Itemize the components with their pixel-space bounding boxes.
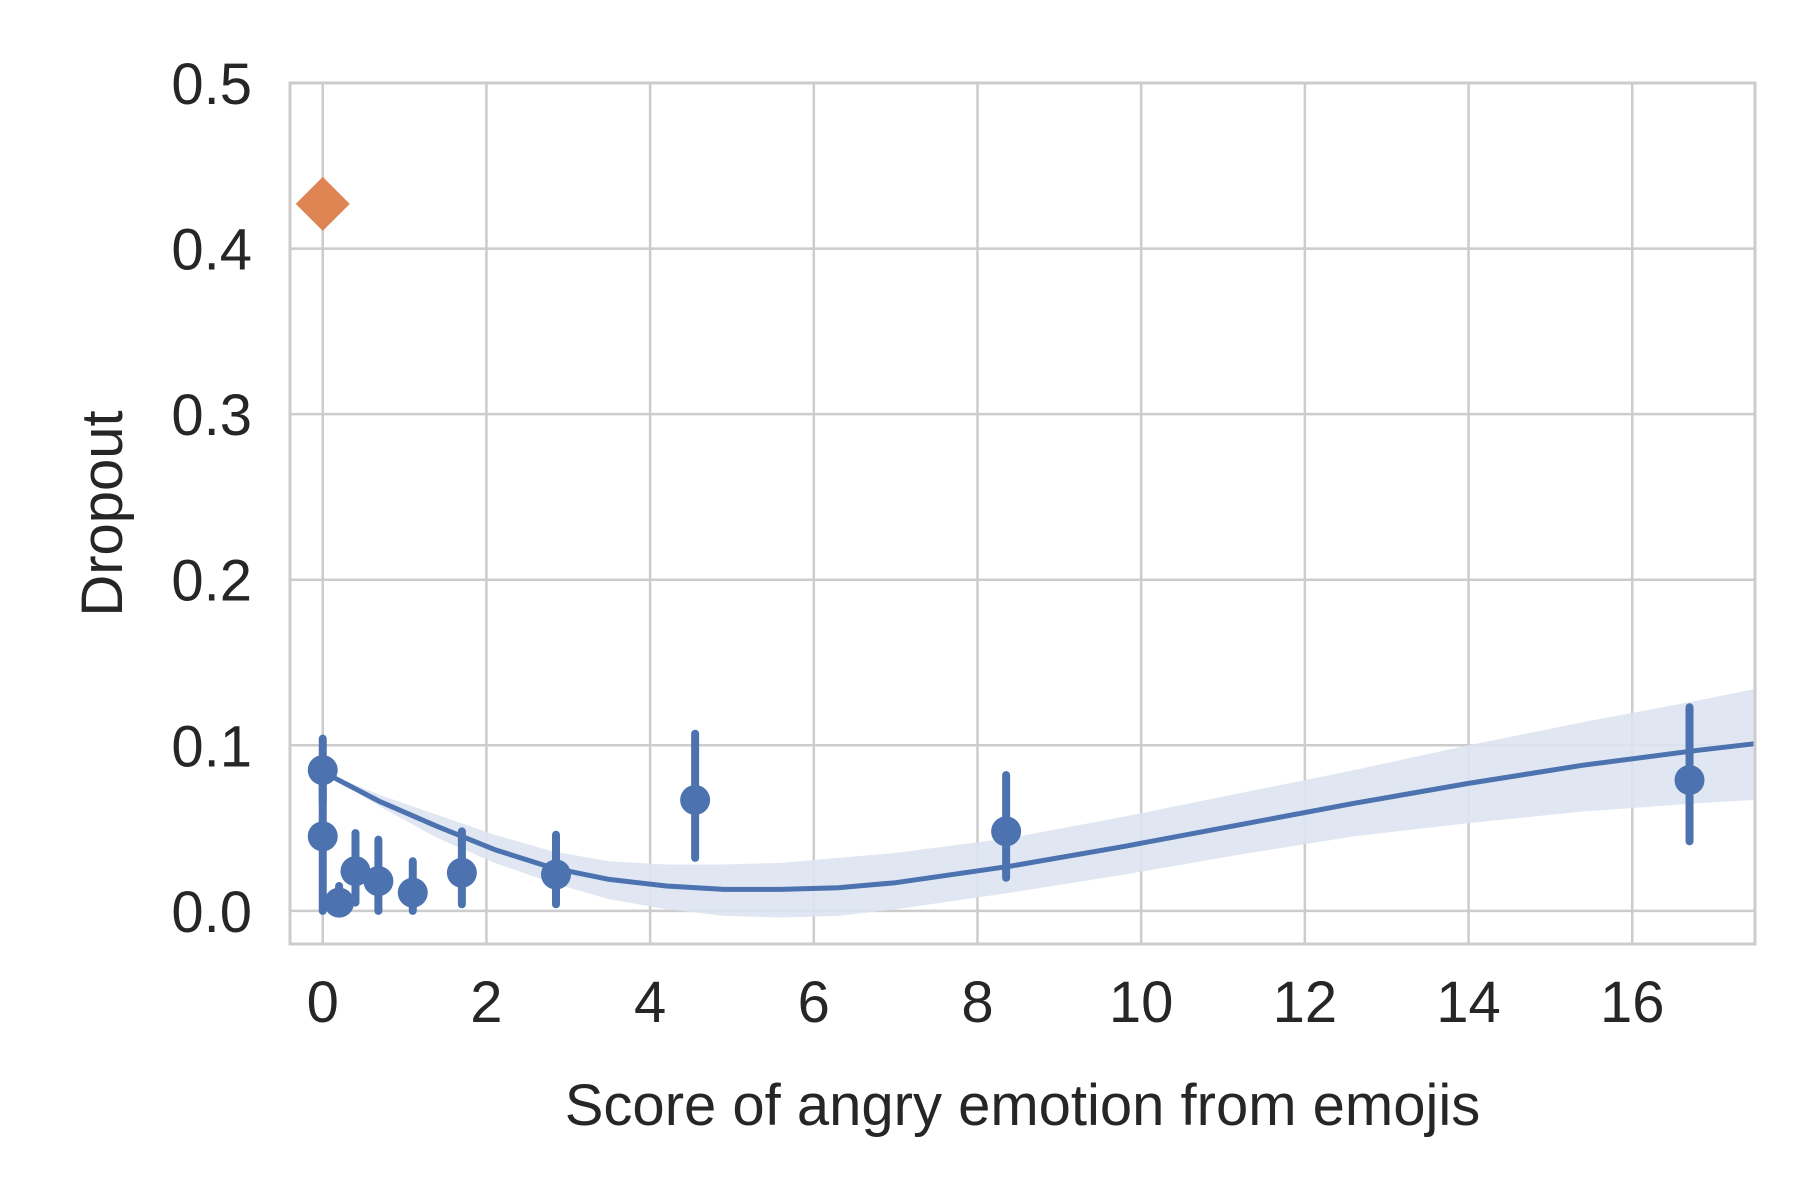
data-point [397, 877, 428, 908]
fit-line-group [321, 741, 1756, 892]
y-tick-label: 0.2 [171, 549, 252, 614]
special-point-group [295, 176, 350, 231]
x-tick-label: 14 [1436, 970, 1501, 1035]
x-tick-label: 8 [961, 970, 993, 1035]
y-tick-label: 0.1 [171, 714, 252, 779]
data-point [680, 784, 711, 815]
plot-frame [288, 81, 1757, 946]
y-axis-label: Dropout [70, 410, 135, 616]
x-tick-label: 10 [1109, 970, 1174, 1035]
y-tick-label: 0.3 [171, 383, 252, 448]
confidence-band-area [322, 689, 1756, 918]
confidence-band [322, 689, 1756, 918]
data-point [340, 856, 371, 887]
x-tick-label: 6 [798, 970, 830, 1035]
data-point [991, 816, 1022, 847]
data-point [363, 866, 394, 897]
y-tick-label: 0.4 [171, 218, 252, 283]
data-point [540, 859, 571, 890]
x-tick-label: 2 [470, 970, 502, 1035]
data-point [307, 755, 338, 786]
data-points [307, 755, 1705, 918]
x-axis-label: Score of angry emotion from emojis [565, 1073, 1480, 1138]
data-point [307, 821, 338, 852]
y-tick-label: 0.5 [171, 52, 252, 117]
x-tick-labels: 0 2 4 6 8 10 12 14 16 [307, 970, 1665, 1035]
data-point [446, 857, 477, 888]
x-tick-label: 0 [307, 970, 339, 1035]
y-tick-labels: 0.0 0.1 0.2 0.3 0.4 0.5 [171, 52, 252, 945]
special-point-diamond [295, 176, 350, 231]
x-tick-label: 16 [1600, 970, 1665, 1035]
data-point [1674, 765, 1705, 796]
fit-line [321, 741, 1756, 892]
y-tick-label: 0.0 [171, 880, 252, 945]
x-tick-label: 4 [634, 970, 666, 1035]
x-tick-label: 12 [1273, 970, 1338, 1035]
data-point [324, 887, 355, 918]
grid-lines [290, 81, 1755, 944]
